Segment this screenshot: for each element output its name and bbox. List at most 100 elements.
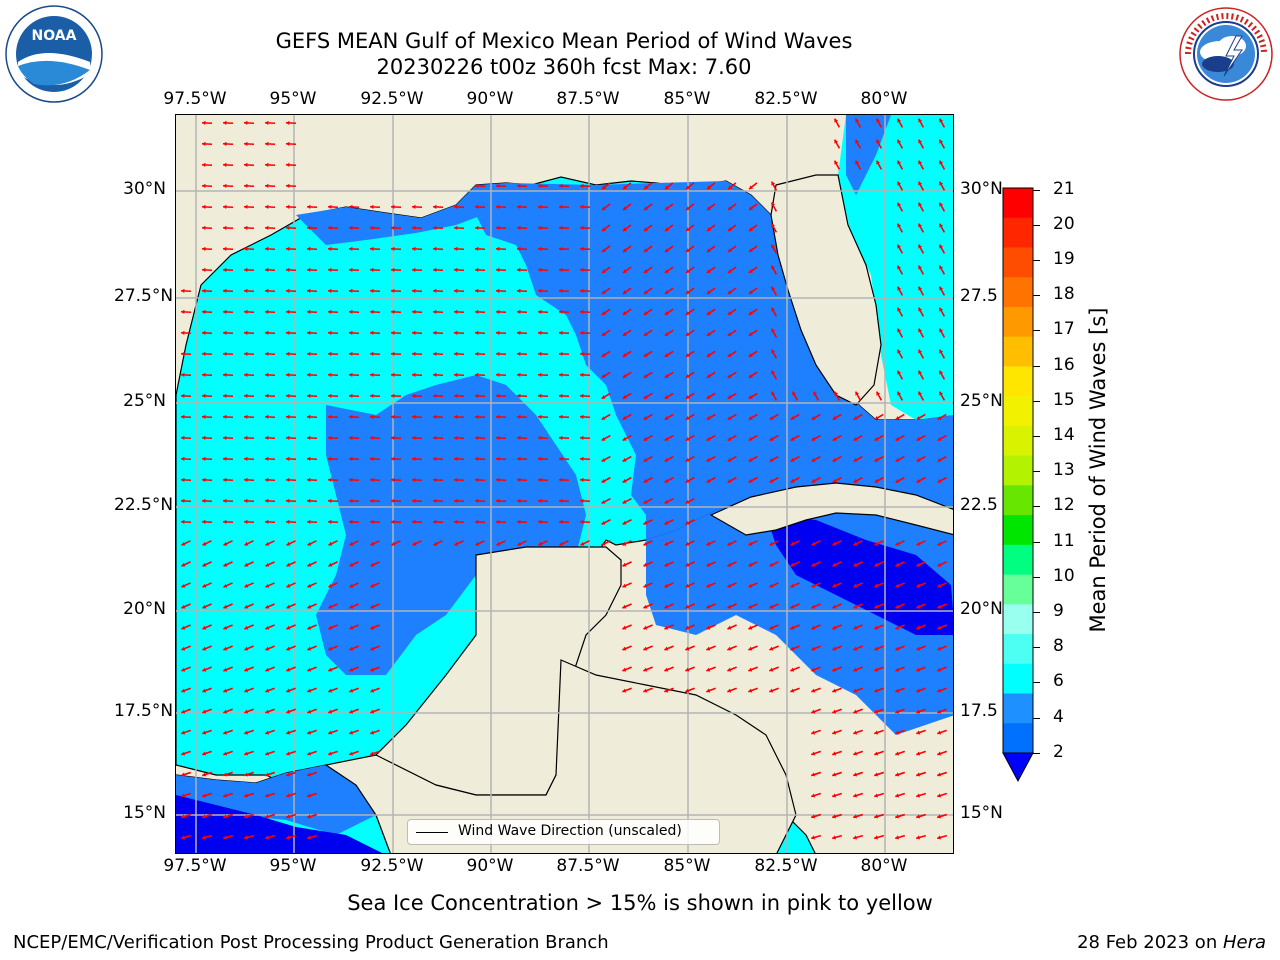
wind-arrow-head xyxy=(769,646,774,651)
wind-arrow-head xyxy=(727,332,732,336)
wind-arrow-head xyxy=(559,477,563,483)
wind-arrow-head xyxy=(370,372,374,378)
wind-arrow-head xyxy=(664,583,669,588)
colorbar-tick-label: 2 xyxy=(1053,742,1064,762)
wind-arrow-head xyxy=(202,246,206,252)
wind-arrow-head xyxy=(223,372,227,378)
wind-arrow-head xyxy=(643,395,648,399)
wind-arrow-head xyxy=(832,751,837,756)
wind-arrow-head xyxy=(937,415,942,420)
wind-arrow-head xyxy=(433,267,437,273)
wind-arrow-head xyxy=(181,393,185,399)
wind-arrow-head xyxy=(391,351,395,357)
wind-arrow-head xyxy=(265,688,270,693)
wind-arrow-head xyxy=(918,391,923,396)
wind-arrow-head xyxy=(391,372,395,378)
lat-tick-left: 27.5°N xyxy=(114,286,174,306)
wind-arrow-head xyxy=(853,604,858,609)
wind-arrow-head xyxy=(832,814,837,819)
wind-arrow-head xyxy=(916,730,921,735)
wind-arrow-head xyxy=(790,541,795,546)
wind-arrow-head xyxy=(328,498,332,504)
wind-arrow-head xyxy=(664,604,669,609)
wind-arrow-head xyxy=(412,246,416,252)
wind-arrow-head xyxy=(727,415,732,420)
wind-arrow-head xyxy=(202,519,206,525)
wind-arrow-head xyxy=(895,772,900,777)
wind-arrow-head xyxy=(874,793,879,798)
wind-arrow-head xyxy=(307,414,311,420)
wind-arrow-head xyxy=(643,227,648,231)
colorbar-tick-mark xyxy=(1033,366,1040,367)
lat-tick-left: 22.5°N xyxy=(114,495,174,515)
wind-arrow-head xyxy=(748,290,753,294)
wind-arrow-head xyxy=(622,248,627,252)
wind-arrow-head xyxy=(265,414,269,420)
wind-arrow-head xyxy=(790,646,795,651)
blue-region-east-coast xyxy=(846,115,891,195)
wind-arrow-head xyxy=(454,225,458,231)
wind-arrow-head xyxy=(874,583,879,588)
wind-arrow-head xyxy=(244,141,248,147)
wind-arrow-head xyxy=(265,730,270,735)
colorbar-tick-mark xyxy=(1033,753,1040,754)
wind-arrow-head xyxy=(202,288,206,294)
wind-arrow-head xyxy=(664,436,669,441)
wind-arrow-head xyxy=(349,519,353,525)
wind-arrow-head xyxy=(286,414,290,420)
wind-arrow-head xyxy=(265,120,269,126)
wind-arrow-head xyxy=(769,436,774,441)
wind-arrow-head xyxy=(265,225,269,231)
wind-arrow-head xyxy=(391,414,395,420)
wind-arrow-head xyxy=(328,204,332,210)
wind-arrow-head xyxy=(918,286,923,291)
wind-arrow-head xyxy=(181,519,185,525)
wind-arrow-head xyxy=(496,519,500,525)
wind-arrow-head xyxy=(748,688,753,693)
wind-arrow-head xyxy=(223,225,227,231)
wind-arrow-head xyxy=(181,583,186,588)
wind-arrow-head xyxy=(706,395,711,399)
wind-arrow-head xyxy=(685,227,690,231)
wind-arrow-head xyxy=(918,349,923,354)
wind-arrow-head xyxy=(433,351,437,357)
wind-arrow-head xyxy=(454,309,458,315)
wind-arrow-head xyxy=(496,372,500,378)
wind-arrow-head xyxy=(244,456,248,462)
wind-arrow-head xyxy=(244,604,249,609)
wind-arrow-head xyxy=(937,604,942,609)
wind-arrow-head xyxy=(918,265,923,270)
wind-arrow-head xyxy=(559,288,563,294)
wind-arrow-head xyxy=(874,730,879,735)
wind-arrow-head xyxy=(265,814,270,819)
wind-arrow-head xyxy=(286,814,291,819)
wind-arrow-head xyxy=(706,604,711,609)
wind-arrow-head xyxy=(370,667,375,672)
wind-arrow-head xyxy=(664,499,669,504)
wind-arrow-head xyxy=(876,391,881,396)
lon-tick-bottom: 90°W xyxy=(466,856,514,876)
wind-arrow-head xyxy=(370,751,375,756)
wind-arrow-head xyxy=(475,204,479,210)
wind-arrow-head xyxy=(223,141,227,147)
wind-arrow-head xyxy=(622,374,627,378)
noaa-logo-text: NOAA xyxy=(32,28,77,44)
wind-arrow-head xyxy=(623,206,628,211)
wind-arrow-head xyxy=(286,372,290,378)
wind-arrow-head xyxy=(706,667,711,672)
wind-arrow-head xyxy=(771,370,776,375)
wind-arrow-head xyxy=(811,730,816,735)
wind-arrow-head xyxy=(664,520,669,525)
wind-arrow-head xyxy=(706,436,711,441)
colorbar-under-extension xyxy=(1002,752,1034,783)
wind-arrow-head xyxy=(391,498,395,504)
wind-arrow-head xyxy=(265,793,270,798)
wind-arrow-head xyxy=(897,328,902,333)
wind-arrow-head xyxy=(769,667,774,672)
wind-arrow-head xyxy=(307,730,312,735)
wind-arrow-head xyxy=(391,204,395,210)
wind-arrow-head xyxy=(181,435,185,441)
wind-arrow-head xyxy=(895,646,900,651)
wind-arrow-head xyxy=(559,519,563,525)
wind-arrow-head xyxy=(454,330,458,336)
